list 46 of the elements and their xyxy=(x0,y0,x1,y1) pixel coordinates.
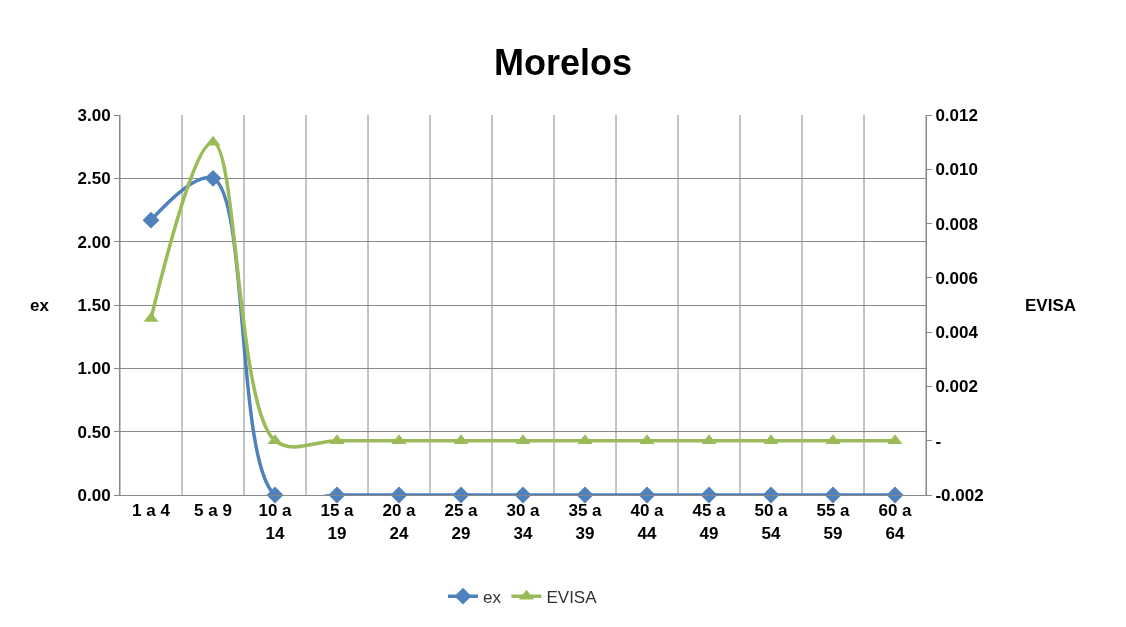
x-tick-label: 30 a 34 xyxy=(506,501,541,543)
x-tick-label: 10 a 14 xyxy=(258,501,293,543)
x-tick-label: 40 a 44 xyxy=(630,501,665,543)
y2-tick-label: 0.012 xyxy=(935,105,978,125)
point xyxy=(514,486,532,504)
y-tick-label: 3.00 xyxy=(77,105,111,125)
y2-tick-label: 0.006 xyxy=(935,268,978,288)
x-tick-label: 25 a 29 xyxy=(444,501,479,543)
y2-axis-title: EVISA xyxy=(1025,296,1077,315)
point xyxy=(762,486,780,504)
x-tick-label: 1 a 4 xyxy=(132,501,171,521)
point xyxy=(142,211,160,229)
point xyxy=(328,486,346,504)
legend-label: EVISA xyxy=(546,587,598,607)
x-tick-label: 55 a 59 xyxy=(816,501,851,543)
point xyxy=(204,169,222,187)
y2-tick-label: - xyxy=(935,431,942,451)
y-axis-title: ex xyxy=(30,296,50,315)
x-tick-label: 15 a 19 xyxy=(320,501,355,543)
y-tick-label: 0.50 xyxy=(77,422,111,442)
y2-tick-label: 0.008 xyxy=(935,214,978,234)
y-tick-label: 2.50 xyxy=(77,169,111,189)
point xyxy=(824,486,842,504)
point xyxy=(700,486,718,504)
y2-tick-label: -0.002 xyxy=(935,485,984,505)
y-tick-label: 1.00 xyxy=(77,359,111,379)
y-tick-label: 2.00 xyxy=(77,232,111,252)
y-tick-label: 1.50 xyxy=(77,295,111,315)
chart-title: Morelos xyxy=(493,42,633,84)
point xyxy=(576,486,594,504)
legend-label: ex xyxy=(483,587,502,607)
point xyxy=(390,486,408,504)
point xyxy=(452,486,470,504)
x-tick-label: 5 a 9 xyxy=(194,501,232,521)
y2-tick-label: 0.002 xyxy=(935,377,978,397)
x-tick-label: 20 a 24 xyxy=(382,501,417,543)
point xyxy=(886,486,904,504)
point xyxy=(638,486,656,504)
x-tick-label: 45 a 49 xyxy=(692,501,727,543)
x-tick-label: 50 a 54 xyxy=(754,501,789,543)
x-tick-label: 35 a 39 xyxy=(568,501,603,543)
point xyxy=(266,486,284,504)
y2-tick-label: 0.004 xyxy=(935,323,979,343)
y-tick-label: 0.00 xyxy=(77,485,111,505)
y2-tick-label: 0.010 xyxy=(935,160,978,180)
x-tick-label: 60 a 64 xyxy=(878,501,913,543)
